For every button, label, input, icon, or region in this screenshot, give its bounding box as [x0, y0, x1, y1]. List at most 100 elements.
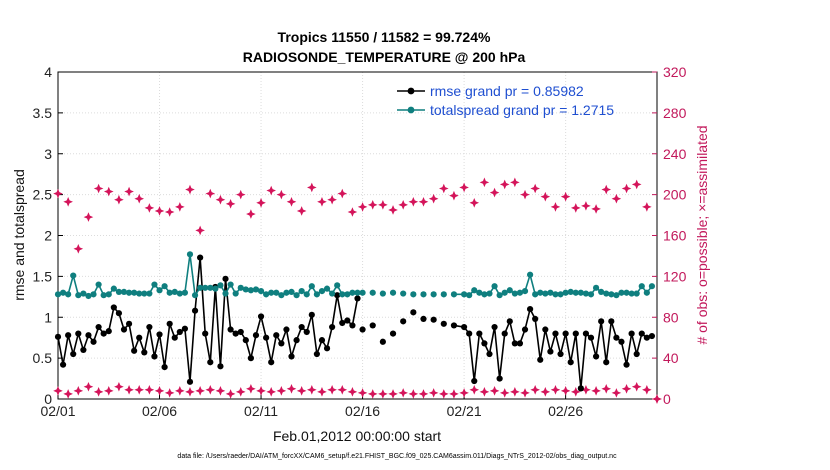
- spread-point: [476, 289, 483, 296]
- obs-assimilated-point: [357, 388, 368, 398]
- rmse-point: [237, 328, 244, 336]
- spread-point: [90, 291, 97, 298]
- obs-possible-point: [256, 198, 266, 208]
- obs-possible-point: [215, 194, 226, 205]
- rmse-point: [156, 331, 163, 338]
- obs-possible-point: [367, 200, 378, 210]
- rmse-point: [318, 337, 326, 344]
- spread-point: [70, 272, 77, 279]
- spread-point: [608, 291, 615, 298]
- obs-assimilated-point: [215, 386, 226, 396]
- spread-point: [501, 289, 508, 296]
- y-right-tick-label: 320: [663, 64, 687, 80]
- spread-point: [323, 285, 331, 292]
- obs-assimilated-point: [631, 381, 642, 392]
- rmse-point: [440, 320, 447, 327]
- spread-point: [197, 284, 204, 291]
- y-right-tick-label: 200: [663, 187, 687, 203]
- obs-possible-point: [93, 183, 104, 194]
- spread-point: [354, 289, 361, 296]
- spread-point: [232, 290, 239, 297]
- spread-point: [151, 281, 158, 288]
- rmse-point: [552, 330, 559, 337]
- obs-assimilated-point: [256, 386, 266, 396]
- rmse-point: [582, 330, 590, 337]
- spread-point: [293, 292, 300, 299]
- rmse-point: [288, 353, 295, 360]
- obs-possible-point: [164, 207, 175, 217]
- rmse-point: [59, 361, 67, 368]
- rmse-point: [141, 349, 148, 356]
- spread-point: [613, 292, 620, 299]
- y-right-tick-label: 160: [663, 228, 687, 244]
- rmse-point: [105, 328, 112, 335]
- spread-point: [562, 289, 569, 296]
- rmse-point: [298, 323, 305, 331]
- rmse-point: [628, 330, 635, 337]
- obs-assimilated-point: [550, 385, 561, 395]
- rmse-point: [80, 346, 87, 354]
- spread-point: [440, 291, 447, 298]
- rmse-point: [430, 316, 437, 323]
- obs-possible-point: [134, 193, 145, 204]
- chart-subtitle: RADIOSONDE_TEMPERATURE @ 200 hPa: [243, 49, 526, 65]
- obs-possible-point: [479, 177, 490, 188]
- spread-point: [202, 284, 209, 291]
- y-tick-label: 2: [44, 228, 52, 244]
- obs-possible-point: [175, 202, 185, 212]
- spread-point: [486, 290, 493, 297]
- spread-point: [598, 288, 605, 296]
- rmse-point: [329, 323, 336, 331]
- rmse-point: [308, 311, 315, 318]
- obs-assimilated-point: [570, 387, 581, 397]
- obs-possible-point: [601, 184, 612, 195]
- rmse-point: [486, 350, 493, 358]
- spread-point: [329, 290, 336, 297]
- obs-possible-point: [205, 188, 216, 199]
- spread-point: [420, 291, 427, 298]
- spread-point: [430, 291, 437, 298]
- rmse-point: [202, 330, 209, 337]
- spread-point: [80, 290, 87, 297]
- rmse-point: [410, 309, 417, 316]
- spread-point: [466, 292, 473, 299]
- spread-point: [511, 290, 518, 297]
- obs-assimilated-point: [73, 386, 84, 396]
- chart-title: Tropics 11550 / 11582 = 99.724%: [278, 29, 491, 45]
- rmse-point: [349, 322, 356, 329]
- y-tick-label: 1: [44, 309, 52, 325]
- obs-possible-point: [591, 204, 601, 214]
- obs-assimilated-point: [378, 389, 388, 399]
- spread-point: [481, 291, 488, 298]
- obs-assimilated-point: [185, 387, 195, 397]
- rmse-point: [638, 330, 645, 337]
- obs-assimilated-point: [205, 385, 216, 395]
- rmse-point: [461, 323, 468, 331]
- rmse-point: [567, 359, 574, 366]
- spread-point: [237, 284, 244, 291]
- spread-point: [75, 292, 82, 299]
- obs-assimilated-point: [103, 386, 114, 396]
- spread-point: [491, 283, 498, 290]
- spread-point: [268, 289, 275, 296]
- legend-spread-marker: [407, 106, 415, 114]
- obs-assimilated-point: [652, 394, 662, 404]
- rmse-point: [120, 326, 128, 333]
- spread-point: [349, 289, 356, 296]
- spread-point: [131, 289, 138, 296]
- spread-point: [105, 291, 112, 298]
- obs-assimilated-point: [327, 385, 337, 395]
- axis-ticks: 02/01 02/06 02/11 02/16 02/21 02/26 0 0.5 1 1.5 2 2…: [33, 64, 687, 419]
- obs-assimilated-point: [621, 383, 632, 394]
- rmse-series-line: [453, 306, 653, 389]
- obs-assimilated-point: [225, 389, 236, 399]
- spread-point: [273, 289, 280, 296]
- obs-possible-point: [520, 189, 530, 200]
- rmse-point: [217, 363, 224, 370]
- spread-point: [623, 289, 630, 296]
- spread-point: [207, 284, 214, 291]
- rmse-point: [75, 330, 82, 337]
- spread-point: [638, 283, 645, 290]
- rmse-point: [648, 332, 656, 340]
- obs-assimilated-point: [520, 388, 530, 398]
